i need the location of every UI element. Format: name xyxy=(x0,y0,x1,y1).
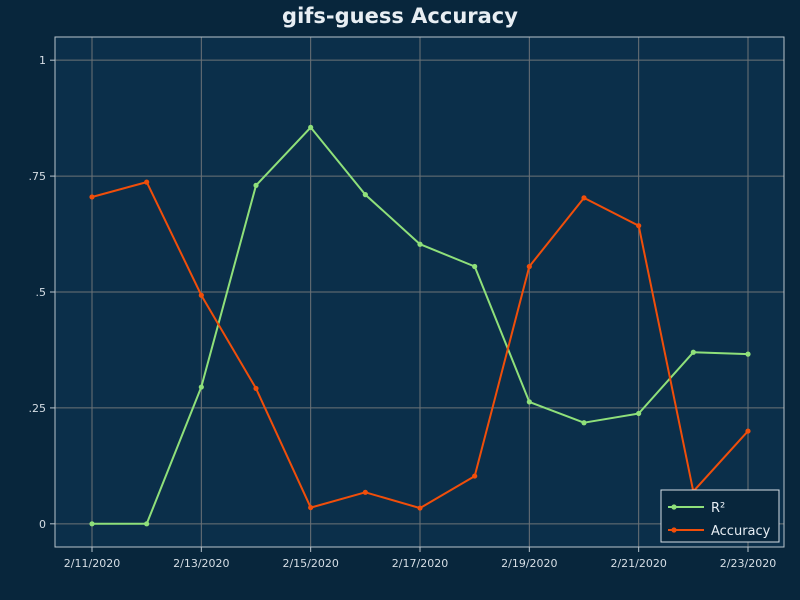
data-point-accuracy xyxy=(253,385,259,392)
legend-marker-accuracy xyxy=(671,527,677,533)
data-point-r2 xyxy=(636,410,642,417)
data-point-r2 xyxy=(308,124,314,131)
data-point-r2 xyxy=(581,420,587,426)
data-point-accuracy xyxy=(472,473,478,479)
data-point-r2 xyxy=(472,263,478,270)
data-point-accuracy xyxy=(745,428,751,434)
y-tick-label: 1 xyxy=(39,54,46,67)
data-point-r2 xyxy=(362,192,368,198)
data-point-accuracy xyxy=(144,179,150,185)
legend-box xyxy=(660,489,780,543)
chart-title: gifs-guess Accuracy xyxy=(282,4,518,28)
legend-marker-r2 xyxy=(671,504,677,510)
y-tick-label: 0 xyxy=(39,518,46,531)
legend-label-accuracy: Accuracy xyxy=(711,524,771,539)
plot-border xyxy=(54,36,785,548)
x-tick-label: 2/23/2020 xyxy=(720,557,776,570)
legend-label-r2: R² xyxy=(711,501,725,516)
data-point-r2 xyxy=(144,521,150,527)
data-point-accuracy xyxy=(308,504,314,511)
data-point-accuracy xyxy=(198,292,204,298)
x-tick-label: 2/17/2020 xyxy=(392,557,448,570)
x-tick-label: 2/15/2020 xyxy=(282,557,338,570)
x-tick-label: 2/13/2020 xyxy=(173,557,229,570)
x-tick-label: 2/19/2020 xyxy=(501,557,557,570)
data-point-accuracy xyxy=(417,505,423,511)
data-point-r2 xyxy=(253,182,259,188)
data-point-r2 xyxy=(745,351,751,357)
data-point-r2 xyxy=(417,241,423,247)
data-point-r2 xyxy=(526,399,532,405)
data-point-accuracy xyxy=(89,194,95,200)
data-point-accuracy xyxy=(581,195,587,201)
x-tick-label: 2/21/2020 xyxy=(610,557,666,570)
y-tick-label: .75 xyxy=(29,170,47,183)
x-tick-label: 2/11/2020 xyxy=(64,557,120,570)
data-point-r2 xyxy=(89,521,95,527)
y-tick-label: .5 xyxy=(36,286,47,299)
data-point-r2 xyxy=(690,349,696,355)
data-point-accuracy xyxy=(636,223,642,229)
data-point-accuracy xyxy=(362,489,368,495)
data-point-accuracy xyxy=(526,263,532,270)
y-tick-label: .25 xyxy=(29,402,47,415)
data-point-r2 xyxy=(198,384,204,390)
